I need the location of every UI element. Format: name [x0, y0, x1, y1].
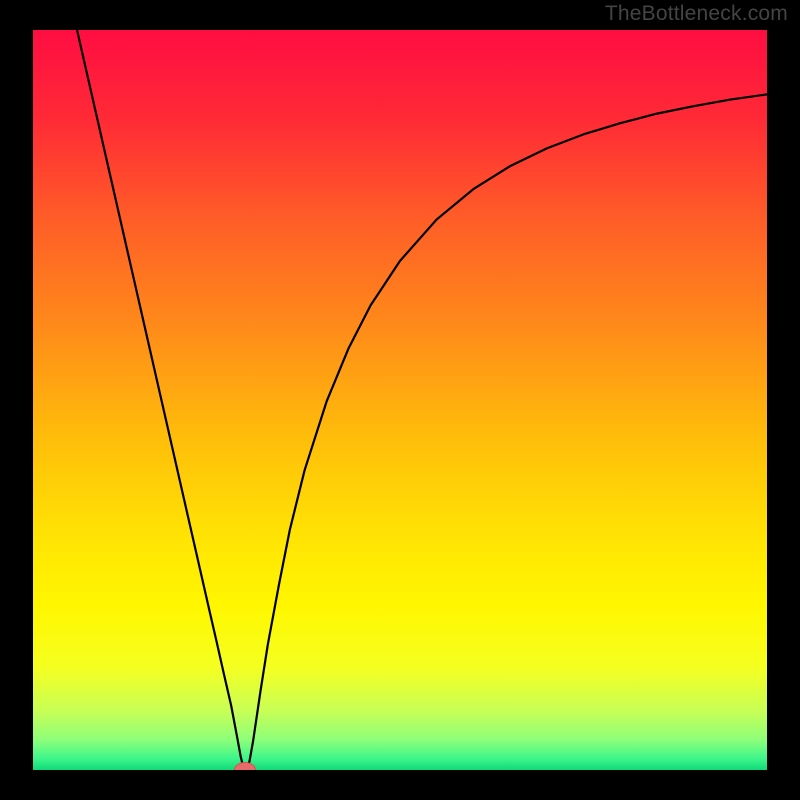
watermark-text: TheBottleneck.com — [605, 2, 788, 26]
curve-layer — [33, 30, 767, 770]
plot-frame — [33, 30, 767, 770]
chart-container: TheBottleneck.com — [0, 0, 800, 800]
bottleneck-curve — [77, 30, 767, 770]
plot-area — [33, 30, 767, 770]
